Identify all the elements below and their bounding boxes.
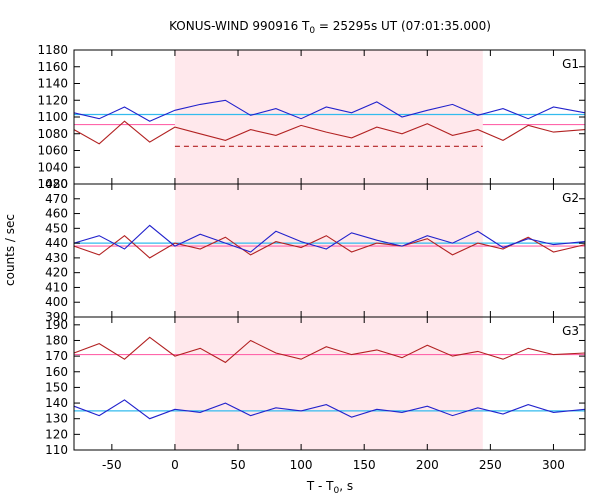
panel-label-g2: G2 <box>562 191 579 205</box>
x-tick-label: 250 <box>479 458 502 472</box>
y-tick-label: 160 <box>45 365 68 379</box>
series-line-light <box>73 224 586 253</box>
x-axis-title-suffix: , s <box>339 479 353 493</box>
series-line-light <box>73 99 586 122</box>
x-tick-label: 150 <box>353 458 376 472</box>
x-tick-label: -50 <box>102 458 122 472</box>
y-tick-label: 1100 <box>37 110 68 124</box>
series-line-dark <box>73 336 586 364</box>
highlight-region <box>174 317 483 450</box>
chart-title-prefix: KONUS-WIND 990916 T <box>169 19 310 33</box>
highlight-region <box>174 184 483 317</box>
y-tick-label: 150 <box>45 380 68 394</box>
series-line-light <box>73 399 586 420</box>
y-tick-label: 130 <box>45 412 68 426</box>
x-axis-title: T - T0, s <box>306 479 353 496</box>
y-tick-label: 1080 <box>37 127 68 141</box>
y-tick-label: 450 <box>45 221 68 235</box>
y-tick-label: 410 <box>45 280 68 294</box>
y-tick-label: 400 <box>45 295 68 309</box>
y-tick-label: 170 <box>45 349 68 363</box>
y-tick-label: 1120 <box>37 93 68 107</box>
panel-frame <box>73 316 586 451</box>
y-tick-label: 440 <box>45 236 68 250</box>
y-tick-label: 140 <box>45 396 68 410</box>
y-tick-label: 190 <box>45 318 68 332</box>
chart-title-subscript: 0 <box>309 26 315 36</box>
y-tick-label: 470 <box>45 192 68 206</box>
y-tick-label: 120 <box>45 427 68 441</box>
chart-title: KONUS-WIND 990916 T0 = 25295s UT (07:01:… <box>169 19 491 36</box>
y-tick-label: 1020 <box>37 177 68 191</box>
x-axis-title-subscript: 0 <box>334 486 340 496</box>
y-tick-label: 1180 <box>37 43 68 57</box>
x-tick-label: 300 <box>542 458 565 472</box>
panel-label-g3: G3 <box>562 324 579 338</box>
y-tick-label: 420 <box>45 266 68 280</box>
x-tick-label: 100 <box>290 458 313 472</box>
y-tick-label: 110 <box>45 443 68 457</box>
x-axis-title-prefix: T - T <box>306 479 334 493</box>
y-tick-label: 1040 <box>37 160 68 174</box>
x-tick-label: 50 <box>230 458 245 472</box>
series-line-dark <box>73 120 586 145</box>
y-tick-label: 390 <box>45 310 68 324</box>
y-tick-label: 1160 <box>37 60 68 74</box>
y-axis-title: counts / sec <box>3 214 17 286</box>
y-tick-label: 460 <box>45 207 68 221</box>
panel-label-g1: G1 <box>562 57 579 71</box>
y-tick-label: 430 <box>45 251 68 265</box>
series-line-dark <box>73 234 586 259</box>
y-tick-label: 180 <box>45 333 68 347</box>
y-tick-label: 1060 <box>37 144 68 158</box>
panel-g1: 1020 1040 1060 1080 1100 1120 1140 1160 1180 G1 <box>37 43 586 191</box>
x-tick-label: 200 <box>416 458 439 472</box>
panels-layer: 102010401060108011001120114011601180G139… <box>37 43 586 472</box>
highlight-region <box>174 50 483 184</box>
chart-title-suffix: = 25295s UT (07:01:35.000) <box>315 19 491 33</box>
x-tick-label: 0 <box>171 458 179 472</box>
y-tick-label: 1140 <box>37 77 68 91</box>
y-tick-label: 480 <box>45 177 68 191</box>
